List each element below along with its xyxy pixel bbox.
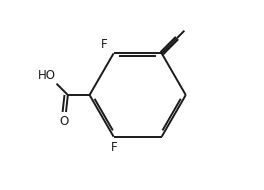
Text: F: F — [111, 141, 118, 154]
Text: F: F — [100, 38, 107, 51]
Text: HO: HO — [37, 69, 56, 82]
Text: O: O — [60, 115, 69, 128]
